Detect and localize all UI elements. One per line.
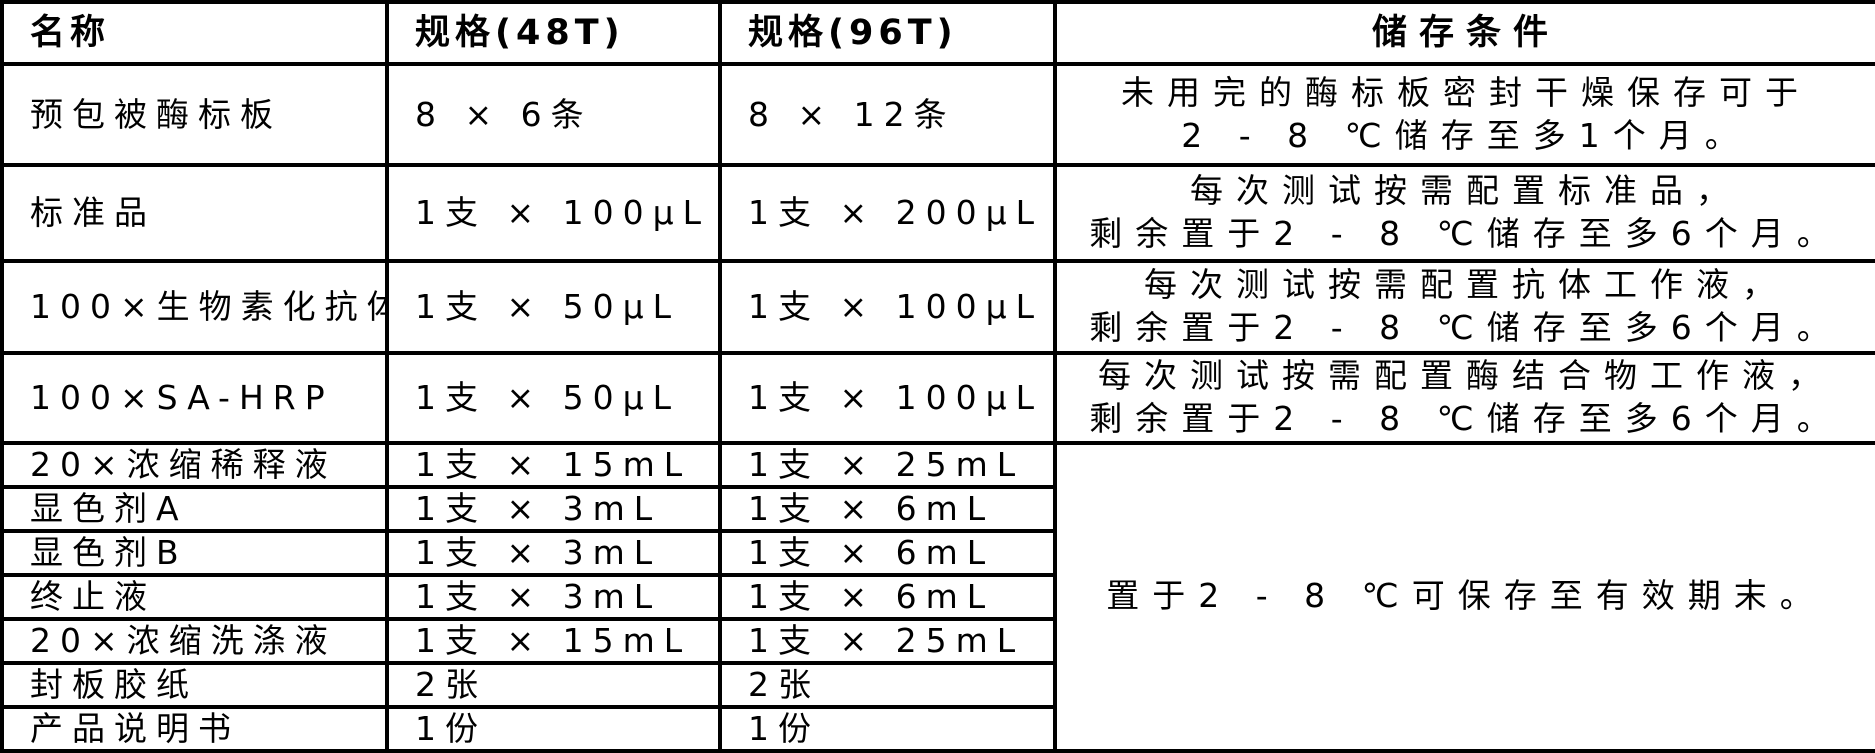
storage-line: 剩余置于2 - 8 ℃储存至多6个月。	[1089, 398, 1843, 438]
component-name-cell: 标准品	[0, 163, 389, 263]
table-row: 20×浓缩洗涤液 1支 × 15mL 1支 × 25mL	[0, 616, 1875, 665]
storage-line: 未用完的酶标板密封干燥保存可于	[1121, 72, 1811, 112]
spec-48t-cell: 1份	[385, 704, 722, 753]
spec-48t-cell: 1支 × 3mL	[385, 572, 722, 621]
spec-48t-cell: 1支 × 15mL	[385, 616, 722, 665]
storage-line: 剩余置于2 - 8 ℃储存至多6个月。	[1089, 308, 1843, 347]
component-name-cell: 100×生物素化抗体	[0, 259, 389, 355]
table-row: 预包被酶标板 8 × 6条 8 × 12条 未用完的酶标板密封干燥保存可于 2 …	[0, 62, 1875, 167]
spec-96t-cell: 1支 × 100µL	[718, 259, 1057, 355]
storage-line: 每次测试按需配置抗体工作液，	[1144, 265, 1788, 305]
component-name-cell: 20×浓缩洗涤液	[0, 616, 389, 665]
table-row: 标准品 1支 × 100µL 1支 × 200µL 每次测试按需配置标准品， 剩…	[0, 163, 1875, 263]
table-row: 封板胶纸 2张 2张	[0, 660, 1875, 709]
component-name-cell: 产品说明书	[0, 704, 389, 753]
spec-48t-cell: 2张	[385, 660, 722, 709]
storage-line: 每次测试按需配置酶结合物工作液，	[1098, 356, 1834, 395]
header-row: 名称 规格(48T) 规格(96T) 储存条件	[0, 0, 1875, 66]
component-name-cell: 预包被酶标板	[0, 62, 389, 167]
header-spec-48t: 规格(48T)	[385, 0, 722, 66]
spec-96t-cell: 1支 × 6mL	[718, 528, 1057, 577]
spec-48t-cell: 1支 × 100µL	[385, 163, 722, 263]
storage-line: 2 - 8 ℃储存至多1个月。	[1181, 115, 1751, 155]
spec-48t-cell: 1支 × 3mL	[385, 484, 722, 533]
spec-96t-cell: 1支 × 200µL	[718, 163, 1057, 263]
spec-96t-cell: 1份	[718, 704, 1057, 753]
table-row: 终止液 1支 × 3mL 1支 × 6mL	[0, 572, 1875, 621]
spec-96t-cell: 1支 × 6mL	[718, 484, 1057, 533]
spec-96t-cell: 8 × 12条	[718, 62, 1057, 167]
spec-96t-cell: 1支 × 6mL	[718, 572, 1057, 621]
storage-cell: 未用完的酶标板密封干燥保存可于 2 - 8 ℃储存至多1个月。	[1053, 62, 1875, 167]
component-name-cell: 封板胶纸	[0, 660, 389, 709]
merged-storage-cell: 置于2 - 8 ℃可保存至有效期末。	[1053, 440, 1875, 753]
component-name-cell: 显色剂B	[0, 528, 389, 577]
spec-48t-cell: 1支 × 50µL	[385, 259, 722, 355]
component-name-cell: 终止液	[0, 572, 389, 621]
header-name: 名称	[0, 0, 389, 66]
header-storage: 储存条件	[1053, 0, 1875, 66]
spec-48t-cell: 1支 × 15mL	[385, 440, 722, 489]
header-spec-96t: 规格(96T)	[718, 0, 1057, 66]
spec-96t-cell: 1支 × 25mL	[718, 440, 1057, 489]
storage-cell: 每次测试按需配置标准品， 剩余置于2 - 8 ℃储存至多6个月。	[1053, 163, 1875, 263]
component-name-cell: 20×浓缩稀释液	[0, 440, 389, 489]
spec-96t-cell: 1支 × 100µL	[718, 351, 1057, 445]
component-name-cell: 显色剂A	[0, 484, 389, 533]
spec-96t-cell: 2张	[718, 660, 1057, 709]
table-row: 显色剂A 1支 × 3mL 1支 × 6mL	[0, 484, 1875, 533]
table-row: 显色剂B 1支 × 3mL 1支 × 6mL	[0, 528, 1875, 577]
storage-line: 置于2 - 8 ℃可保存至有效期末。	[1106, 576, 1826, 616]
table-row: 20×浓缩稀释液 1支 × 15mL 1支 × 25mL 置于2 - 8 ℃可保…	[0, 440, 1875, 753]
storage-line: 每次测试按需配置标准品，	[1190, 171, 1742, 211]
spec-96t-cell: 1支 × 25mL	[718, 616, 1057, 665]
component-name-cell: 100×SA-HRP	[0, 351, 389, 445]
storage-line: 剩余置于2 - 8 ℃储存至多6个月。	[1089, 214, 1843, 253]
spec-48t-cell: 1支 × 3mL	[385, 528, 722, 577]
table-row: 100×生物素化抗体 1支 × 50µL 1支 × 100µL 每次测试按需配置…	[0, 259, 1875, 355]
storage-cell: 每次测试按需配置酶结合物工作液， 剩余置于2 - 8 ℃储存至多6个月。	[1053, 351, 1875, 445]
storage-cell: 每次测试按需配置抗体工作液， 剩余置于2 - 8 ℃储存至多6个月。	[1053, 259, 1875, 355]
spec-48t-cell: 8 × 6条	[385, 62, 722, 167]
table-row: 100×SA-HRP 1支 × 50µL 1支 × 100µL 每次测试按需配置…	[0, 351, 1875, 445]
spec-48t-cell: 1支 × 50µL	[385, 351, 722, 445]
